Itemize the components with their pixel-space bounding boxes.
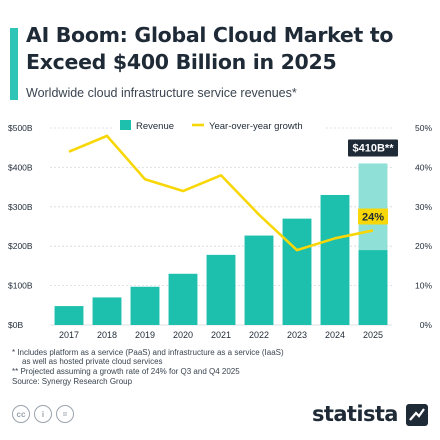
x-tick-label: 2024 [325, 330, 345, 340]
x-tick-label: 2020 [173, 330, 193, 340]
bar [54, 306, 84, 325]
source-note: Source: Synergy Research Group [12, 377, 133, 386]
bar [92, 297, 122, 325]
x-tick-label: 2025 [363, 330, 383, 340]
bar [244, 235, 274, 325]
footnote-1: * Includes platform as a service (PaaS) … [12, 348, 284, 357]
no-derivatives-icon[interactable]: = [56, 405, 74, 423]
chart-subtitle: Worldwide cloud infrastructure service r… [26, 86, 297, 100]
legend-label-revenue: Revenue [136, 121, 174, 132]
y-left-tick-label: $100B [8, 281, 33, 291]
x-tick-label: 2018 [97, 330, 117, 340]
bar [168, 273, 198, 325]
y-left-tick-label: $300B [8, 202, 33, 212]
x-tick-label: 2019 [135, 330, 155, 340]
y-right-tick-label: 20% [415, 241, 432, 251]
cc-license-icon[interactable]: cc [12, 405, 30, 423]
bar [282, 218, 312, 325]
legend-background [112, 116, 324, 134]
annotation-box-growth [358, 208, 388, 225]
bar [320, 194, 350, 325]
bar [206, 254, 236, 325]
x-tick-label: 2022 [249, 330, 269, 340]
statista-logo-icon [406, 404, 428, 426]
statista-logo-text[interactable]: statista [312, 402, 398, 426]
y-left-tick-label: $500B [8, 123, 33, 133]
footnote-1-cont: as well as hosted private cloud services [22, 357, 163, 366]
title-accent-bar [10, 28, 18, 100]
y-right-tick-label: 50% [415, 123, 432, 133]
annotation-revenue: $410B** [353, 142, 395, 154]
x-tick-label: 2021 [211, 330, 231, 340]
y-right-tick-label: 10% [415, 281, 432, 291]
y-right-tick-label: 30% [415, 202, 432, 212]
bar [358, 250, 388, 325]
x-tick-label: 2023 [287, 330, 307, 340]
legend-swatch-revenue [120, 120, 131, 130]
annotation-growth: 24% [362, 211, 384, 223]
legend-label-growth: Year-over-year growth [209, 121, 303, 132]
y-left-tick-label: $400B [8, 162, 33, 172]
x-tick-label: 2017 [59, 330, 79, 340]
info-icon[interactable]: i [34, 405, 52, 423]
annotation-box-revenue [348, 139, 398, 157]
footnote-2: ** Projected assuming a growth rate of 2… [12, 367, 240, 376]
chart-title: AI Boom: Global Cloud Market to Exceed $… [26, 23, 394, 74]
y-left-tick-label: $200B [8, 241, 33, 251]
bar [130, 286, 160, 325]
y-right-tick-label: 40% [415, 162, 432, 172]
y-left-tick-label: $0B [8, 320, 23, 330]
y-right-tick-label: 0% [420, 320, 433, 330]
